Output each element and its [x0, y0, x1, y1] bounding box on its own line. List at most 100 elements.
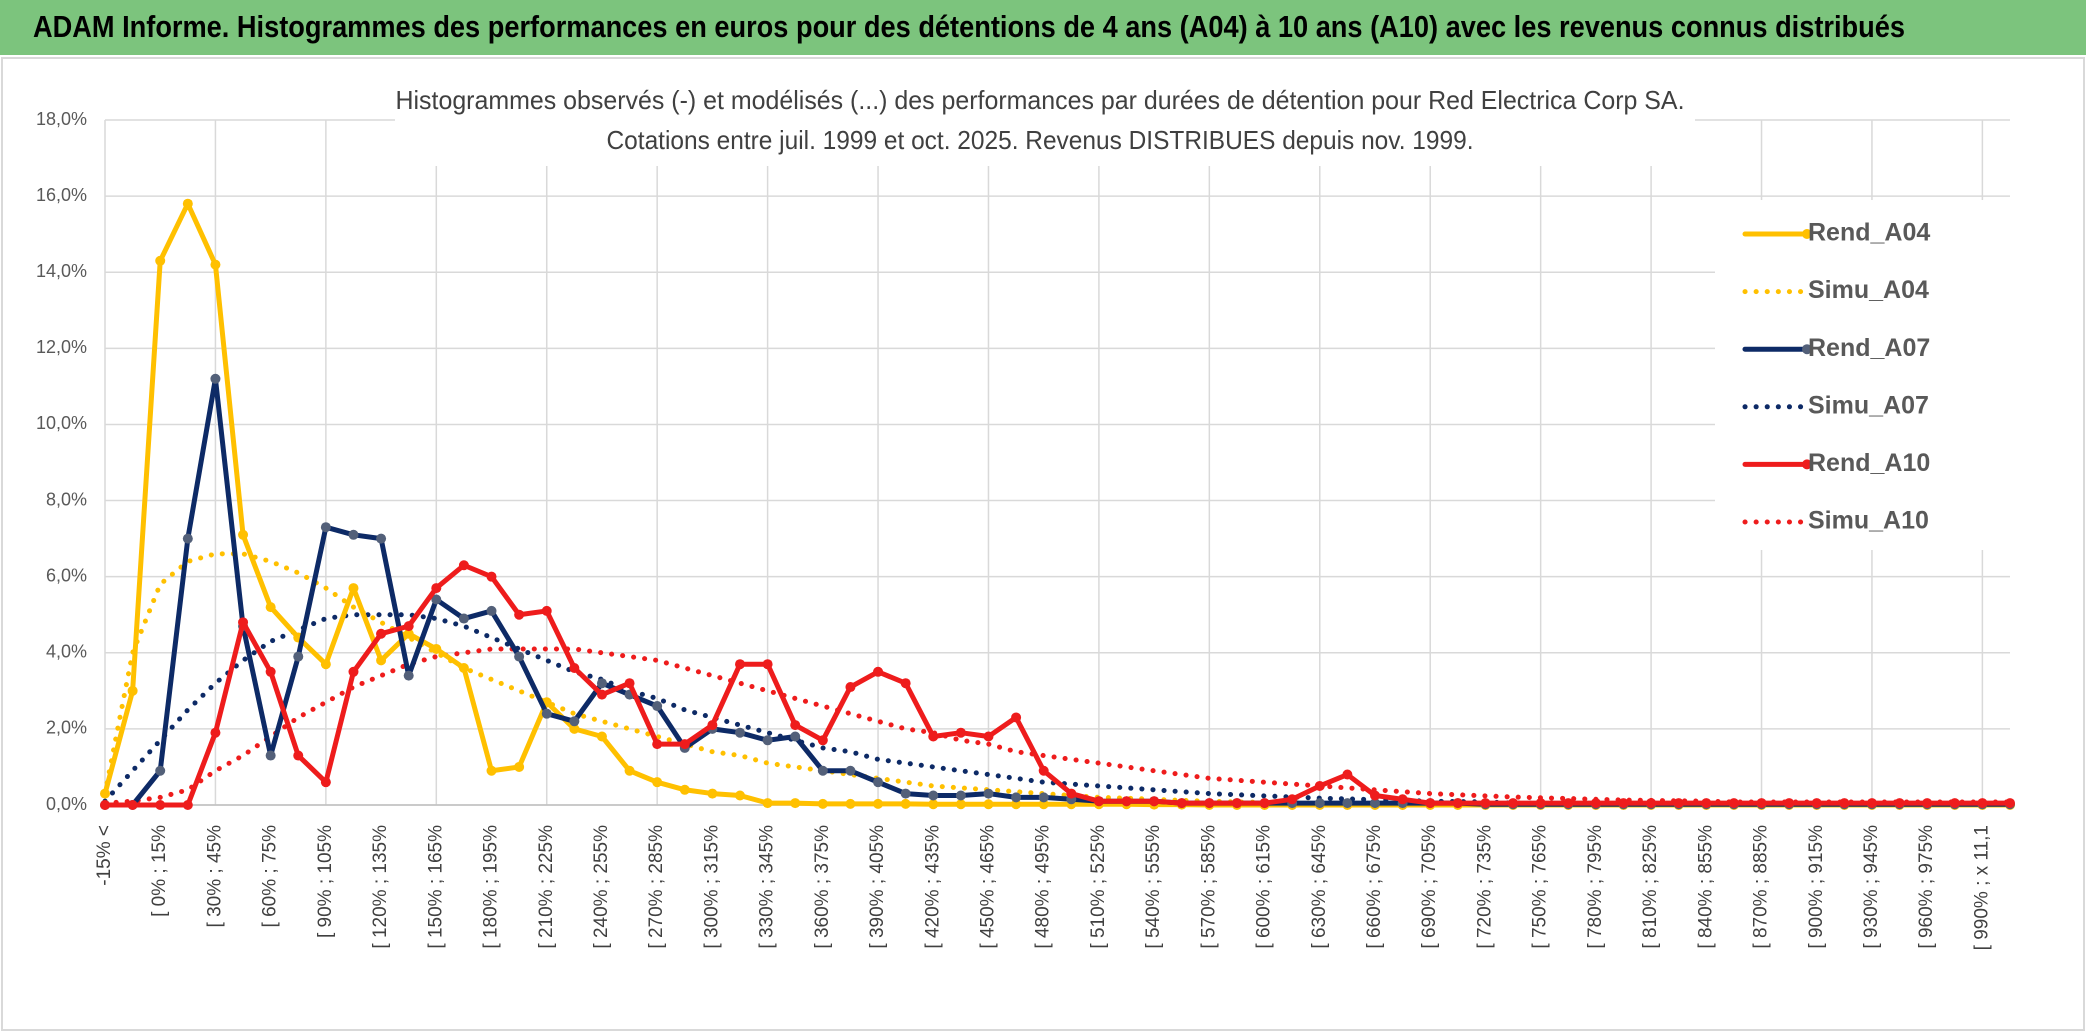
- point-marker: [1204, 798, 1215, 809]
- point-marker: [2005, 798, 2015, 809]
- point-marker: [845, 798, 856, 809]
- header-bar: [0, 0, 2086, 55]
- point-marker: [293, 651, 304, 662]
- header-title: ADAM Informe. Histogrammes des performan…: [33, 9, 1905, 44]
- y-tick-label: 12,0%: [36, 337, 87, 357]
- point-marker: [873, 666, 884, 677]
- point-marker: [707, 720, 718, 731]
- point-marker: [983, 788, 994, 799]
- point-marker: [265, 750, 276, 761]
- point-marker: [431, 594, 442, 605]
- y-tick-label: 16,0%: [36, 185, 87, 205]
- x-tick-label: [ 330% ; 345%: [757, 825, 778, 949]
- point-marker: [596, 689, 607, 700]
- point-marker: [514, 761, 525, 772]
- point-marker: [1011, 799, 1022, 810]
- point-marker: [569, 723, 580, 734]
- point-marker: [1866, 798, 1877, 809]
- x-tick-label: [ 420% ; 435%: [922, 825, 943, 949]
- point-marker: [238, 617, 249, 628]
- point-marker: [652, 777, 663, 788]
- point-marker: [403, 670, 414, 681]
- point-marker: [1618, 798, 1629, 809]
- point-marker: [100, 800, 110, 810]
- point-marker: [1425, 798, 1436, 809]
- x-tick-label: [ 900% ; 915%: [1806, 825, 1827, 949]
- point-marker: [348, 666, 359, 677]
- point-marker: [541, 605, 552, 616]
- y-tick-label: 10,0%: [36, 413, 87, 433]
- point-marker: [431, 643, 442, 654]
- x-tick-label: [ 360% ; 375%: [812, 825, 833, 949]
- point-marker: [624, 678, 635, 689]
- point-marker: [1728, 798, 1739, 809]
- point-marker: [817, 765, 828, 776]
- point-marker: [1370, 790, 1380, 801]
- point-marker: [320, 777, 331, 788]
- point-marker: [1066, 788, 1077, 799]
- series-line: [102, 646, 2013, 806]
- point-marker: [1811, 798, 1822, 809]
- point-marker: [486, 571, 497, 582]
- point-marker: [1176, 798, 1187, 809]
- point-marker: [1480, 798, 1491, 809]
- point-marker: [376, 533, 387, 544]
- point-marker: [762, 798, 773, 809]
- point-marker: [707, 788, 718, 799]
- x-tick-label: [ 990% ; x 11,1: [1971, 825, 1992, 950]
- point-marker: [1314, 798, 1325, 809]
- point-marker: [1149, 796, 1160, 807]
- point-marker: [1259, 798, 1270, 809]
- x-tick-label: [ 780% ; 795%: [1585, 825, 1606, 949]
- x-tick-label: [ 690% ; 705%: [1419, 825, 1440, 949]
- legend: Rend_A04 Simu_A04 Rend_A07 Simu_A07 Rend_A10…: [1742, 219, 1930, 535]
- x-tick-label: [ 210% ; 225%: [536, 825, 557, 949]
- legend-label: Rend_A07: [1808, 334, 1930, 362]
- point-marker: [1784, 798, 1795, 809]
- point-marker: [1590, 798, 1601, 809]
- x-tick-label: [ 30% ; 45%: [204, 825, 225, 928]
- point-marker: [928, 790, 939, 801]
- point-marker: [845, 682, 856, 693]
- chart-subtitle: Cotations entre juil. 1999 et oct. 2025.…: [607, 125, 1474, 155]
- point-marker: [458, 560, 469, 571]
- legend-label: Simu_A10: [1808, 507, 1929, 535]
- chart-title: Histogrammes observés (-) et modélisés (…: [396, 85, 1685, 115]
- legend-label: Simu_A07: [1808, 391, 1929, 419]
- x-tick-label: [ 840% ; 855%: [1695, 825, 1716, 949]
- x-tick-label: [ 450% ; 465%: [977, 825, 998, 949]
- x-tick-label: [ 630% ; 645%: [1309, 825, 1330, 949]
- point-marker: [790, 731, 801, 742]
- point-marker: [900, 788, 911, 799]
- point-marker: [403, 621, 414, 632]
- point-marker: [376, 628, 387, 639]
- point-marker: [1508, 798, 1519, 809]
- point-marker: [762, 735, 773, 746]
- legend-box: [1715, 200, 2015, 550]
- y-tick-label: 0,0%: [46, 794, 87, 814]
- point-marker: [293, 750, 304, 761]
- point-marker: [127, 685, 138, 696]
- point-marker: [1701, 798, 1712, 809]
- point-marker: [1093, 796, 1104, 807]
- x-tick-label: [ 660% ; 675%: [1364, 825, 1385, 949]
- point-marker: [790, 720, 801, 731]
- point-marker: [1011, 712, 1022, 723]
- x-tick-label: [ 570% ; 585%: [1198, 825, 1219, 949]
- point-marker: [790, 798, 801, 809]
- point-marker: [100, 788, 110, 799]
- point-marker: [1121, 796, 1132, 807]
- point-marker: [624, 765, 635, 776]
- point-marker: [1646, 798, 1657, 809]
- point-marker: [1370, 798, 1380, 809]
- point-marker: [403, 628, 414, 639]
- legend-marker: [1802, 229, 1812, 239]
- point-marker: [210, 373, 221, 384]
- point-marker: [1342, 798, 1353, 809]
- x-tick-label: [ 150% ; 165%: [425, 825, 446, 949]
- x-tick-label: [ 270% ; 285%: [646, 825, 667, 949]
- x-tick-label: [ 240% ; 255%: [591, 825, 612, 949]
- point-marker: [900, 678, 911, 689]
- y-tick-label: 8,0%: [46, 489, 87, 509]
- point-marker: [486, 605, 497, 616]
